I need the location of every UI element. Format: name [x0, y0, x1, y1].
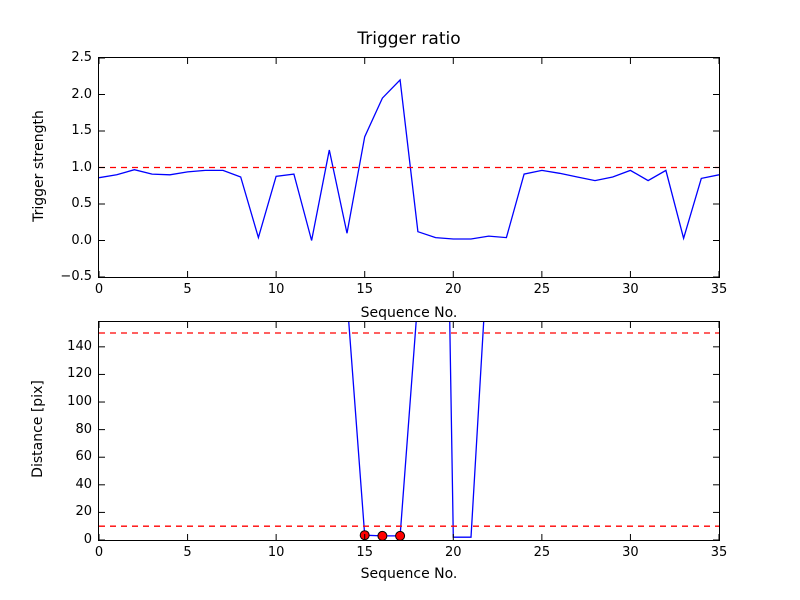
bottom-plot-canvas [99, 322, 719, 540]
x-tick-label: 25 [533, 282, 551, 297]
x-tick-label: 10 [267, 282, 285, 297]
x-tick-label: 15 [356, 545, 373, 560]
x-tick-label: 0 [94, 545, 104, 560]
y-tick-label: 0.5 [71, 196, 92, 211]
y-tick-label: 2.0 [71, 86, 92, 102]
y-tick-label: 1.5 [71, 123, 92, 138]
x-tick-label: 15 [356, 282, 373, 297]
y-tick-label: 60 [75, 449, 92, 465]
top-plot [98, 57, 720, 278]
y-tick-label: 20 [75, 504, 92, 520]
match-marker [377, 530, 388, 540]
data-line [348, 322, 485, 538]
x-tick-label: 10 [267, 545, 285, 560]
x-tick-label: 35 [710, 545, 728, 560]
y-tick-label: 100 [67, 394, 92, 410]
match-marker [395, 530, 406, 540]
y-tick-label: 80 [75, 421, 92, 437]
x-tick-label: 20 [445, 545, 462, 560]
x-tick-label: 30 [622, 282, 639, 297]
x-tick-label: 35 [710, 282, 728, 297]
y-tick-label: 1.0 [71, 159, 92, 175]
top-plot-canvas [99, 58, 719, 277]
y-tick-label: −0.5 [60, 269, 92, 284]
chart-title: Trigger ratio [357, 29, 461, 49]
bottom-x-axis-label: Sequence No. [360, 566, 458, 582]
data-line [99, 78, 719, 241]
x-tick-label: 20 [445, 282, 462, 297]
bottom-plot [98, 321, 720, 541]
y-tick-label: 120 [67, 366, 92, 382]
x-tick-label: 0 [94, 282, 104, 297]
top-x-axis-label-clipped: Sequence No. [360, 305, 458, 321]
y-tick-label: 2.5 [71, 50, 92, 65]
bottom-y-axis-label: Distance [pix] [30, 380, 46, 478]
y-tick-label: 0.0 [71, 232, 92, 248]
x-tick-label: 5 [183, 282, 192, 297]
x-tick-label: 5 [183, 545, 192, 560]
x-tick-label: 25 [533, 545, 551, 560]
y-tick-label: 0 [83, 532, 92, 547]
y-tick-label: 40 [75, 476, 92, 492]
top-y-axis-label: Trigger strength [31, 110, 47, 222]
x-tick-label: 30 [622, 545, 639, 560]
y-tick-label: 140 [67, 338, 92, 354]
